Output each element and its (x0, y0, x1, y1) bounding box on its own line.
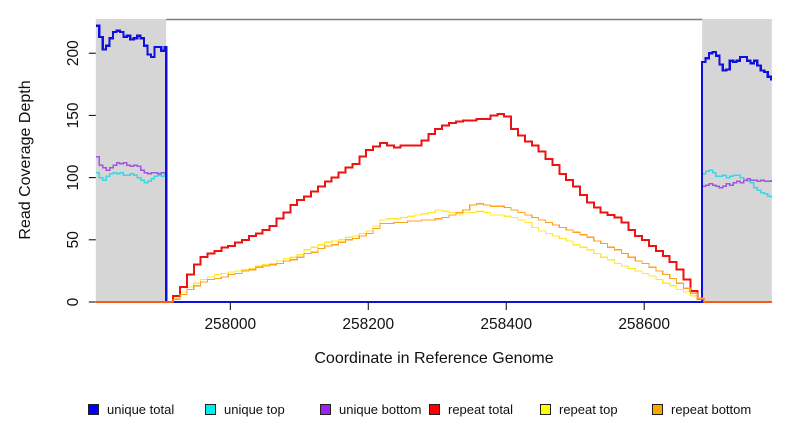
x-axis-title: Coordinate in Reference Genome (314, 350, 554, 367)
x-tick-label: 258600 (618, 316, 670, 333)
y-axis-title: Read Coverage Depth (17, 80, 34, 240)
y-tick-label: 150 (65, 102, 82, 128)
x-tick-label: 258000 (204, 316, 256, 333)
y-tick-label: 100 (65, 164, 82, 190)
series-unique-top (95, 169, 772, 303)
x-tick-label: 258400 (480, 316, 532, 333)
series-repeat-bottom (95, 203, 772, 303)
y-tick-label: 200 (65, 40, 82, 66)
series-unique-bottom (95, 155, 772, 303)
series-repeat-top (95, 209, 772, 303)
shaded-region-left (95, 19, 167, 302)
x-tick-label: 258200 (342, 316, 394, 333)
y-tick-label: 50 (65, 231, 82, 249)
series-repeat-total (95, 113, 772, 303)
y-tick-label: 0 (65, 297, 82, 306)
